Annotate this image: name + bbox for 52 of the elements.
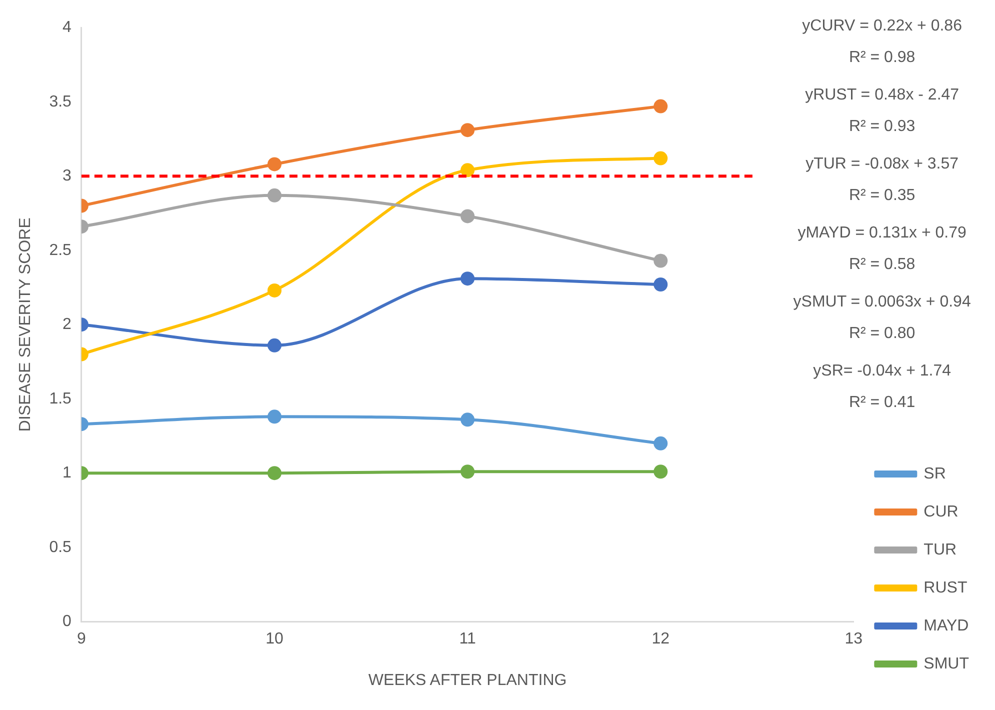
legend-label: SR [924, 465, 946, 482]
point [268, 157, 282, 172]
annotation: R² = 0.80 [848, 324, 916, 342]
annotation: yMAYD = 0.131x + 0.79 [798, 224, 967, 242]
x-tick-label: 12 [652, 630, 670, 648]
x-axis-title: WEEKS AFTER PLANTING [368, 672, 567, 689]
x-tick-label: 11 [459, 630, 476, 648]
annotation: R² = 0.98 [848, 48, 916, 66]
y-tick-label: 3.5 [49, 93, 72, 110]
point [654, 436, 668, 450]
legend-label: CUR [924, 503, 958, 520]
y-tick-label: 0.5 [49, 538, 72, 556]
y-tick-label: 4 [62, 19, 72, 36]
x-tick-label: 10 [266, 630, 284, 648]
annotation: R² = 0.41 [848, 394, 916, 411]
point [654, 278, 668, 292]
point [460, 464, 475, 479]
point [460, 412, 475, 427]
legend-label: SMUT [924, 655, 970, 672]
annotation: ySR= -0.04x + 1.74 [813, 362, 952, 380]
point [460, 123, 475, 138]
annotation: yRUST = 0.48x - 2.47 [805, 86, 960, 104]
point [460, 163, 475, 178]
annotation: R² = 0.58 [848, 256, 916, 273]
point [654, 99, 668, 114]
point [654, 254, 668, 268]
point [268, 283, 282, 298]
annotation: R² = 0.35 [848, 186, 916, 204]
annotation: yTUR = -0.08x + 3.57 [806, 155, 959, 172]
y-tick-label: 2 [62, 316, 72, 334]
point [460, 272, 475, 286]
annotation: R² = 0.93 [848, 118, 916, 135]
annotation: yCURV = 0.22x + 0.86 [802, 17, 962, 34]
point [268, 188, 282, 202]
x-tick-label: 13 [844, 630, 863, 648]
point [268, 466, 282, 480]
legend-label: MAYD [924, 617, 969, 634]
y-tick-label: 2.5 [49, 242, 72, 259]
y-tick-label: 1.5 [49, 390, 72, 408]
y-tick-label: 0 [62, 613, 72, 630]
annotation: ySMUT = 0.0063x + 0.94 [793, 293, 971, 310]
point [460, 209, 475, 224]
y-tick-label: 1 [62, 464, 72, 482]
point [654, 151, 668, 166]
point [268, 338, 282, 352]
y-axis-title: DISEASE SEVERITY SCORE [17, 218, 34, 432]
y-tick-label: 3 [62, 168, 72, 185]
point [268, 410, 282, 424]
legend-label: TUR [924, 541, 957, 558]
point [654, 464, 668, 479]
legend-label: RUST [924, 579, 968, 596]
x-tick-label: 9 [76, 630, 86, 648]
